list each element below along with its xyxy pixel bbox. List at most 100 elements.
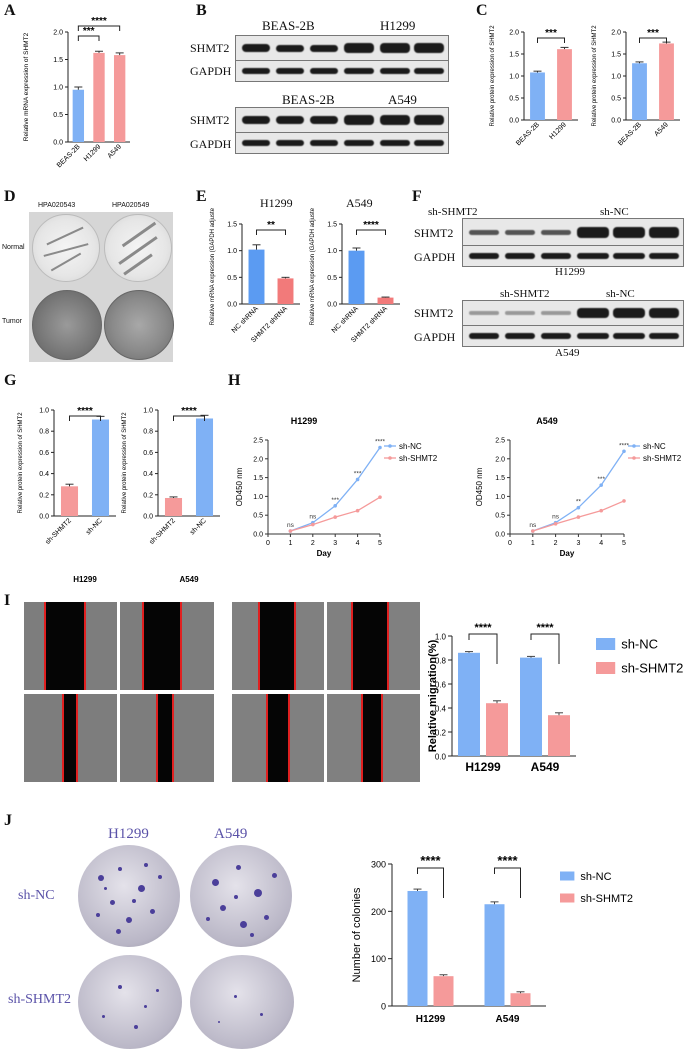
- y-tick-label: 0.2: [143, 492, 153, 499]
- y-tick-label: 0.5: [53, 112, 63, 119]
- chart-title: H1299: [291, 416, 318, 426]
- y-axis-label: Relative mRNA expression (GAPDH adjusted…: [310, 208, 316, 325]
- y-tick-label: 1.5: [327, 222, 337, 229]
- legend-label: sh-NC: [621, 637, 658, 652]
- y-tick-label: 0.0: [509, 118, 519, 125]
- y-tick-label: 2.0: [253, 456, 263, 463]
- sig-bracket: [69, 415, 101, 421]
- x-axis-label: H1299: [73, 575, 97, 584]
- legend-label: sh-SHMT2: [399, 454, 438, 463]
- e-title-h1299: H1299: [260, 196, 293, 210]
- y-tick-label: 0.0: [495, 532, 505, 539]
- y-axis-label: Relative protein expression of SHMT2: [592, 25, 598, 127]
- data-point: [531, 529, 535, 533]
- y-tick-label: 0.6: [39, 450, 49, 457]
- legend-label: sh-NC: [399, 442, 422, 451]
- x-tick-label: sh-NC: [85, 517, 104, 536]
- chart-g-h1299-protein: 0.0 0.2 0.4 0.6 0.8 1.0 Relative protein expre…: [18, 406, 116, 584]
- x-tick-label: BEAS-2B: [56, 143, 82, 169]
- bar: [557, 49, 572, 120]
- y-tick-label: 1.0: [53, 85, 63, 92]
- data-point: [599, 483, 603, 487]
- legend-label: sh-NC: [643, 442, 666, 451]
- legend-marker: [632, 456, 636, 460]
- blot-b1-row-shmt2: SHMT2: [190, 41, 230, 55]
- chart-h-a549-growth: A549 0.0 0.5 1.0 1.5 2.0 2.5 0 1 2 3 4 5 Day OD450 nm s…: [475, 416, 682, 558]
- x-tick-label: 1: [531, 540, 535, 547]
- sig-bracket: [494, 867, 521, 898]
- x-tick-label: sh-SHMT2: [148, 517, 177, 546]
- blot-f2-gapdh: [462, 325, 684, 347]
- panel-label-b: B: [196, 2, 207, 19]
- bar: [484, 904, 505, 1006]
- panel-label-i: I: [4, 592, 11, 609]
- blot-f2-group-sh-nc: sh-NC: [606, 288, 635, 300]
- sig-label: ***: [545, 28, 557, 39]
- y-tick-label: 0.0: [227, 302, 237, 309]
- blot-b2-shmt2: [235, 107, 449, 133]
- e-title-a549: A549: [346, 196, 373, 210]
- legend-swatch: [596, 638, 616, 650]
- blot-f1-gapdh: [462, 245, 684, 267]
- y-tick-label: 1.0: [495, 494, 505, 501]
- blot-b2-row-shmt2: SHMT2: [190, 113, 230, 127]
- plate-h1299-sh-shmt2: [78, 955, 182, 1049]
- x-tick-label: H1299: [465, 760, 501, 774]
- blot-f2-row-gapdh: GAPDH: [414, 330, 456, 344]
- y-tick-label: 0.0: [143, 514, 153, 521]
- y-tick-label: 1.0: [253, 494, 263, 501]
- sig-label: ***: [331, 497, 339, 504]
- x-axis-label: A549: [179, 575, 199, 584]
- x-tick-label: 5: [378, 540, 382, 547]
- y-axis-label: OD450 nm: [475, 467, 484, 506]
- y-tick-label: 0.5: [611, 96, 621, 103]
- y-tick-label: 1.0: [327, 248, 337, 255]
- data-point: [355, 477, 360, 482]
- wound-images-a549: [232, 602, 420, 782]
- blot-f2-group-sh-shmt2: sh-SHMT2: [500, 288, 550, 300]
- blot-b2-gapdh: [235, 132, 449, 154]
- sig-bracket: [537, 37, 565, 43]
- blot-b1-shmt2: [235, 35, 449, 61]
- sig-label: ****: [375, 439, 386, 446]
- x-tick-label: 5: [622, 540, 626, 547]
- y-tick-label: 0.8: [435, 657, 447, 666]
- chart-g-a549-protein: 0.0 0.2 0.4 0.6 0.8 1.0 Relative protein expre…: [122, 406, 220, 584]
- sig-label: ****: [619, 442, 630, 449]
- blot-b1-row-gapdh: GAPDH: [190, 64, 232, 78]
- bar: [248, 249, 265, 304]
- blot-b1-group-beas: BEAS-2B: [262, 18, 315, 33]
- sig-label: ****: [474, 622, 492, 634]
- sig-label: ns: [309, 514, 317, 521]
- legend-label: sh-NC: [580, 871, 611, 883]
- blot-f2-cell: A549: [555, 347, 580, 359]
- bar: [164, 497, 183, 516]
- sig-label: ****: [77, 406, 93, 417]
- colony-col-h1299: H1299: [108, 826, 149, 842]
- bar: [93, 52, 105, 142]
- data-point: [288, 529, 293, 533]
- sig-bracket: [639, 37, 667, 43]
- y-tick-label: 1.5: [253, 475, 263, 482]
- legend-marker: [388, 444, 392, 448]
- x-tick-label: 2: [311, 540, 315, 547]
- bar: [486, 703, 508, 756]
- sig-bracket: [173, 415, 205, 421]
- data-point: [599, 508, 603, 513]
- x-axis-label: Day: [317, 549, 332, 558]
- legend-swatch: [560, 871, 575, 881]
- chart-c-a549-protein: 0.0 0.5 1.0 1.5 2.0 Relative protein expressi…: [592, 25, 680, 147]
- sig-bracket: [417, 867, 444, 898]
- sig-label: ****: [420, 853, 441, 868]
- blot-f1-row-shmt2: SHMT2: [414, 226, 454, 240]
- y-axis-label: Relative protein expression of SHMT2: [18, 412, 24, 514]
- y-tick-label: 0: [381, 1002, 386, 1012]
- sig-label: ***: [597, 476, 605, 483]
- y-tick-label: 200: [371, 907, 386, 917]
- y-tick-label: 2.0: [53, 30, 63, 37]
- sig-label: ****: [363, 220, 379, 231]
- x-tick-label: sh-NC: [189, 517, 208, 536]
- blot-f2-shmt2: [462, 300, 684, 326]
- y-tick-label: 2.0: [495, 456, 505, 463]
- sig-label: ***: [354, 470, 362, 477]
